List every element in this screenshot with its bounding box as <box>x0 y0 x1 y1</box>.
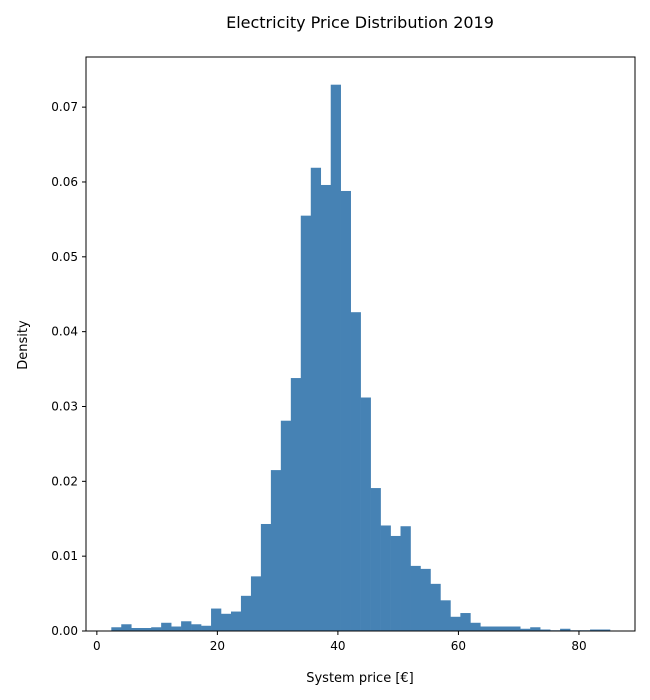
histogram-bar <box>560 628 571 631</box>
histogram-bar <box>161 622 172 631</box>
y-tick-label: 0.02 <box>51 474 78 488</box>
x-axis-ticks: 0 20 40 60 80 <box>93 631 587 653</box>
x-tick-label: 60 <box>451 639 466 653</box>
y-tick-label: 0.05 <box>51 250 78 264</box>
histogram-bar <box>340 190 351 631</box>
y-tick-label: 0.06 <box>51 175 78 189</box>
y-tick-label: 0.07 <box>51 100 78 114</box>
histogram-bar <box>440 600 451 631</box>
histogram-bar <box>290 378 302 631</box>
histogram-bar <box>360 397 371 631</box>
histogram-bar <box>480 626 491 631</box>
x-tick-label: 80 <box>571 639 586 653</box>
x-tick-label: 40 <box>330 639 345 653</box>
histogram-bar <box>330 84 341 631</box>
histogram-bar <box>201 625 212 631</box>
histogram-bar <box>211 608 222 631</box>
histogram-bar <box>450 616 461 631</box>
y-tick-label: 0.03 <box>51 399 78 413</box>
histogram-bar <box>500 626 511 631</box>
histogram-bar <box>390 535 401 631</box>
histogram-bar <box>540 629 551 631</box>
y-tick-label: 0.00 <box>51 624 78 638</box>
histogram-bar <box>320 184 332 631</box>
histogram-bar <box>240 595 252 631</box>
histogram-bar <box>530 627 541 631</box>
histogram-bar <box>460 613 471 631</box>
histogram-bar <box>250 576 262 631</box>
histogram-bar <box>490 626 501 631</box>
histogram-bar <box>510 626 521 631</box>
histogram-bar <box>300 215 312 632</box>
histogram-bar <box>430 583 441 631</box>
histogram-bar <box>590 629 601 631</box>
histogram-bar <box>171 626 182 631</box>
histogram-bar <box>141 628 152 631</box>
histogram-bar <box>470 622 481 631</box>
histogram-bar <box>260 523 272 631</box>
y-axis-ticks: 0.00 0.01 0.02 0.03 0.04 0.05 0.06 0.07 <box>51 100 86 638</box>
histogram-bar <box>230 611 242 631</box>
histogram-bar <box>191 624 202 631</box>
y-tick-label: 0.01 <box>51 549 78 563</box>
histogram-bar <box>380 525 391 631</box>
histogram-bar <box>400 526 411 631</box>
chart-title: Electricity Price Distribution 2019 <box>226 13 494 32</box>
x-axis-title: System price [€] <box>306 671 414 686</box>
plot-frame <box>85 56 636 632</box>
y-axis-title: Density <box>16 320 31 370</box>
histogram-bar <box>350 312 361 631</box>
x-tick-label: 0 <box>93 639 101 653</box>
histogram-bar <box>220 613 232 631</box>
x-tick-label: 20 <box>210 639 225 653</box>
histogram-bar <box>151 627 162 631</box>
histogram-bar <box>121 624 132 631</box>
histogram-bar <box>370 488 381 631</box>
histogram-bar <box>181 621 192 631</box>
histogram-bar <box>410 565 421 631</box>
histogram-bar <box>280 420 292 631</box>
histogram-bar <box>599 629 611 631</box>
histogram-bar <box>270 470 282 631</box>
histogram-bar <box>520 628 531 631</box>
histogram-bar <box>111 627 122 631</box>
histogram-bar <box>310 167 322 632</box>
histogram-bar <box>131 628 142 631</box>
y-tick-label: 0.04 <box>51 325 78 339</box>
histogram-bar <box>420 568 431 631</box>
bars-group <box>111 84 611 632</box>
